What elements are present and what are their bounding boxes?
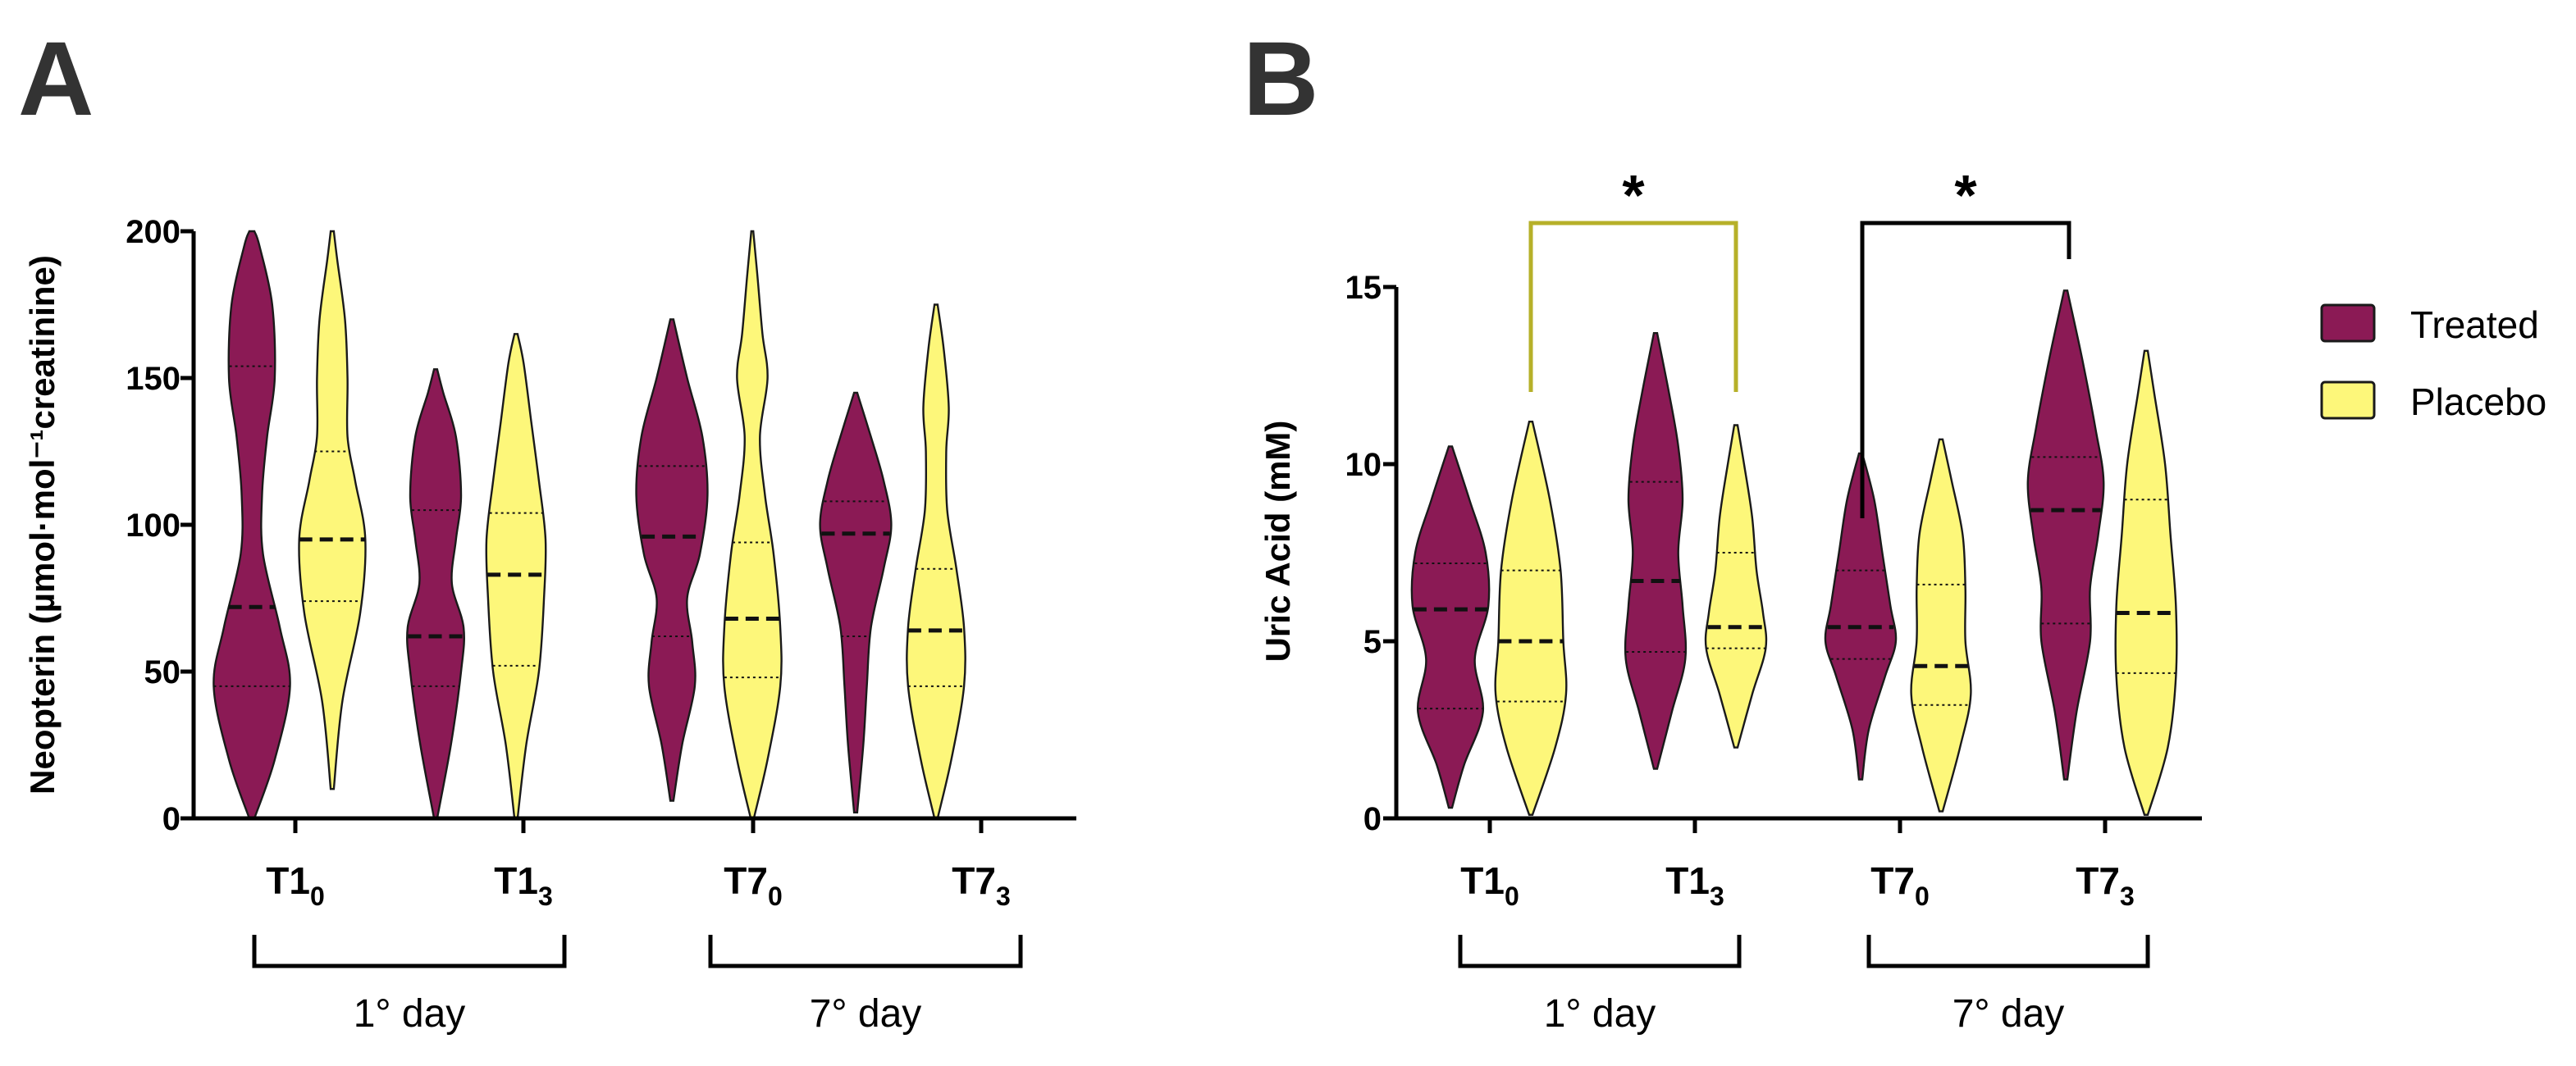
violin-body bbox=[2026, 289, 2105, 781]
violin-placebo-T73 bbox=[906, 303, 966, 820]
x-category-label-T13: T13 bbox=[494, 859, 552, 911]
x-category-label-T70: T70 bbox=[724, 859, 782, 911]
group-label-1: 1° day bbox=[1544, 992, 1656, 1036]
violin-treated-T73 bbox=[819, 391, 893, 813]
violin-placebo-T13 bbox=[485, 333, 547, 820]
violin-body bbox=[819, 391, 893, 813]
significance-bracket-2 bbox=[1860, 221, 2071, 518]
violin-body bbox=[2114, 349, 2178, 816]
violin-placebo-T10 bbox=[298, 230, 367, 790]
legend-placebo-swatch bbox=[2320, 380, 2376, 420]
panel-b-violins bbox=[1410, 289, 2178, 816]
legend-treated-swatch bbox=[2320, 303, 2376, 343]
y-tick-label-150: 150 bbox=[126, 361, 180, 397]
significance-bracket-1 bbox=[1528, 221, 1738, 392]
violin-body bbox=[298, 230, 367, 790]
violin-placebo-T70 bbox=[722, 230, 783, 820]
violin-body bbox=[1704, 424, 1768, 749]
violin-placebo-T73 bbox=[2114, 349, 2178, 816]
y-tick-label-100: 100 bbox=[126, 508, 180, 544]
y-tick-label-5: 5 bbox=[1363, 624, 1382, 660]
significance-star-1: * bbox=[1622, 163, 1645, 227]
legend: Treated Placebo bbox=[2320, 303, 2546, 423]
panel-a-label: A bbox=[18, 20, 94, 138]
violin-body bbox=[722, 230, 783, 820]
violin-placebo-T13 bbox=[1704, 424, 1768, 749]
violin-body bbox=[1410, 445, 1491, 809]
group-label-2: 7° day bbox=[1953, 992, 2065, 1036]
panel-b-significance: * * bbox=[1528, 163, 2071, 518]
violin-treated-T70 bbox=[1824, 452, 1898, 781]
x-category-label-T13: T13 bbox=[1665, 859, 1724, 911]
violin-body bbox=[212, 230, 291, 820]
violin-body bbox=[1910, 438, 1972, 813]
x-category-label-T10: T10 bbox=[266, 859, 324, 911]
violin-treated-T13 bbox=[406, 368, 465, 820]
violin-body bbox=[635, 318, 709, 802]
violin-treated-T10 bbox=[1410, 445, 1491, 809]
panel-a-violins bbox=[212, 230, 966, 820]
x-category-label-T73: T73 bbox=[952, 859, 1010, 911]
violin-body bbox=[406, 368, 465, 820]
violin-placebo-T70 bbox=[1910, 438, 1972, 813]
y-tick-label-15: 15 bbox=[1345, 270, 1382, 306]
violin-body bbox=[1494, 421, 1568, 816]
violin-body bbox=[1624, 332, 1688, 770]
x-category-label-T10: T10 bbox=[1460, 859, 1519, 911]
significance-star-2: * bbox=[1954, 163, 1977, 227]
group-bracket bbox=[252, 935, 567, 968]
violin-treated-T70 bbox=[635, 318, 709, 802]
panel-b-label: B bbox=[1243, 20, 1318, 138]
y-tick-label-10: 10 bbox=[1345, 447, 1382, 483]
violin-placebo-T10 bbox=[1494, 421, 1568, 816]
legend-placebo-label: Placebo bbox=[2410, 380, 2546, 423]
y-tick-label-0: 0 bbox=[1363, 801, 1382, 837]
y-tick-label-0: 0 bbox=[162, 801, 180, 837]
panel-a-y-axis-title: Neopterin (µmol·mol⁻¹creatinine) bbox=[23, 255, 62, 795]
legend-treated-label: Treated bbox=[2410, 303, 2539, 346]
violin-body bbox=[906, 303, 966, 820]
violin-treated-T10 bbox=[212, 230, 291, 820]
y-tick-label-200: 200 bbox=[126, 214, 180, 250]
panel-a: A Neopterin (µmol·mol⁻¹creatinine) 0 50 10… bbox=[18, 20, 1076, 1036]
x-category-label-T70: T70 bbox=[1870, 859, 1929, 911]
violin-body bbox=[1824, 452, 1898, 781]
group-bracket bbox=[708, 935, 1023, 968]
group-bracket bbox=[1458, 935, 1742, 968]
violin-treated-T73 bbox=[2026, 289, 2105, 781]
violin-treated-T13 bbox=[1624, 332, 1688, 770]
group-bracket bbox=[1866, 935, 2150, 968]
group-label-1: 1° day bbox=[354, 992, 466, 1036]
y-tick-label-50: 50 bbox=[144, 654, 181, 690]
panel-b-y-axis-title: Uric Acid (mM) bbox=[1258, 421, 1297, 663]
x-category-label-T73: T73 bbox=[2076, 859, 2134, 911]
panel-b: B Uric Acid (mM) 0 5 10 15 T10 T13 T70 T73 1° da… bbox=[1243, 20, 2202, 1036]
group-label-2: 7° day bbox=[810, 992, 922, 1036]
